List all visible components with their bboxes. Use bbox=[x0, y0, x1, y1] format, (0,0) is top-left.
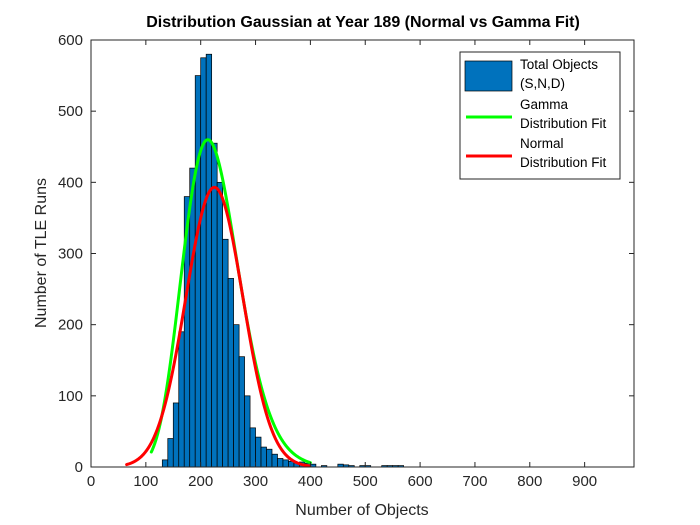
histogram-bar bbox=[216, 181, 223, 468]
histogram-bar bbox=[178, 331, 185, 468]
fit-curves bbox=[125, 138, 312, 468]
legend: Total Objects (S,N,D) Gamma Distribution Fi… bbox=[459, 51, 621, 180]
x-axis-title: Number of Objects bbox=[295, 502, 428, 519]
histogram-bar bbox=[271, 453, 278, 468]
histogram-bar bbox=[189, 167, 196, 468]
histogram-bar bbox=[255, 436, 262, 468]
histogram-bar bbox=[277, 458, 284, 468]
x-tick-label: 900 bbox=[572, 473, 597, 490]
histogram-bar bbox=[211, 142, 218, 468]
histogram-bar bbox=[161, 459, 169, 468]
x-tick-label: 600 bbox=[408, 473, 433, 490]
legend-label: Total Objects bbox=[520, 57, 598, 72]
normal-fit-line bbox=[125, 185, 312, 468]
histogram-bar bbox=[244, 395, 251, 468]
histogram-bar bbox=[260, 446, 267, 468]
histogram-bar bbox=[167, 438, 174, 468]
x-tick-label: 700 bbox=[462, 473, 487, 490]
histogram-bar bbox=[238, 356, 245, 468]
legend-swatch-histogram bbox=[464, 60, 513, 92]
histogram-bar bbox=[194, 75, 202, 468]
histogram-bar bbox=[266, 448, 273, 468]
histogram-bar bbox=[227, 278, 234, 468]
axis-ticks: 0 100 200 300 400 500 600 700 800 900 0 100 200 300 40… bbox=[58, 32, 634, 490]
histogram-bar bbox=[233, 324, 240, 468]
y-tick-label: 600 bbox=[58, 32, 83, 49]
x-tick-label: 100 bbox=[133, 473, 158, 490]
y-tick-label: 500 bbox=[58, 103, 83, 120]
histogram-bar bbox=[200, 57, 207, 468]
histogram-bar bbox=[222, 238, 229, 468]
x-tick-label: 200 bbox=[188, 473, 213, 490]
x-tick-label: 300 bbox=[243, 473, 268, 490]
histogram-bar bbox=[282, 459, 289, 468]
chart-title: Distribution Gaussian at Year 189 (Norma… bbox=[146, 14, 580, 31]
histogram-bar bbox=[249, 427, 256, 468]
legend-label: (S,N,D) bbox=[520, 76, 565, 91]
y-axis-title: Number of TLE Runs bbox=[33, 178, 50, 328]
x-tick-label: 400 bbox=[298, 473, 323, 490]
y-tick-label: 0 bbox=[75, 459, 83, 476]
x-tick-label: 0 bbox=[87, 473, 95, 490]
legend-label: Gamma bbox=[520, 97, 569, 112]
y-tick-label: 300 bbox=[58, 246, 83, 263]
y-tick-label: 200 bbox=[58, 317, 83, 334]
x-tick-label: 500 bbox=[353, 473, 378, 490]
x-tick-label: 800 bbox=[517, 473, 542, 490]
histogram-bar bbox=[172, 402, 180, 468]
legend-label: Distribution Fit bbox=[520, 116, 607, 131]
histogram-bar bbox=[205, 53, 213, 468]
y-tick-label: 400 bbox=[58, 174, 83, 191]
legend-label: Distribution Fit bbox=[520, 155, 607, 170]
y-tick-label: 100 bbox=[58, 388, 83, 405]
legend-label: Normal bbox=[520, 136, 564, 151]
